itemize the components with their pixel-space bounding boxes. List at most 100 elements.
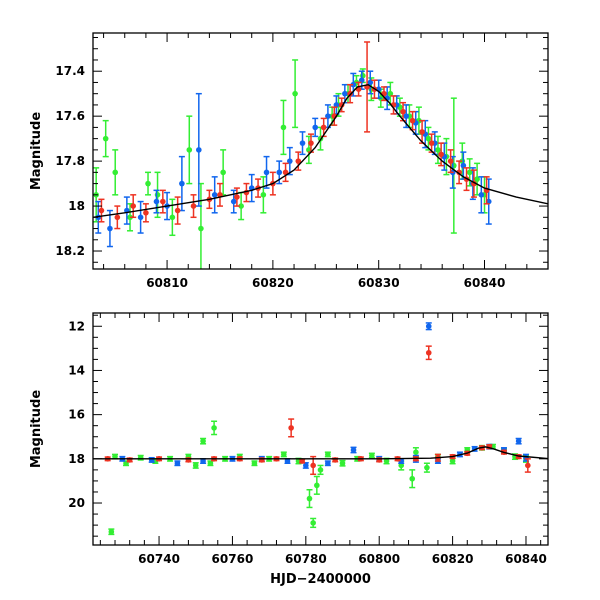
data-point — [325, 460, 331, 467]
data-point — [160, 198, 166, 205]
data-point — [207, 460, 214, 467]
data-point — [358, 77, 365, 83]
data-point — [314, 482, 320, 489]
data-point — [251, 460, 258, 467]
data-point — [288, 425, 294, 431]
data-point — [196, 147, 202, 153]
y-tick-label: 18 — [68, 452, 85, 466]
data-point — [98, 207, 105, 214]
model-curve — [93, 83, 548, 218]
data-point — [185, 457, 192, 463]
plot-frame — [92, 312, 549, 546]
x-tick-label: 60820 — [252, 276, 294, 290]
data-point — [260, 192, 267, 198]
data-point — [126, 457, 133, 463]
data-point — [198, 225, 204, 232]
y-tick-label: 20 — [68, 496, 85, 510]
data-point — [284, 458, 291, 464]
data-point — [276, 169, 283, 176]
data-point — [153, 198, 160, 205]
data-point — [281, 451, 287, 458]
y-tick-label: 12 — [68, 319, 85, 333]
data-point — [409, 475, 416, 482]
data-point — [299, 458, 305, 464]
y-axis-label: Magnitude — [29, 112, 44, 191]
data-point — [474, 176, 480, 182]
data-point — [258, 457, 265, 463]
data-point — [190, 203, 197, 209]
x-tick-label: 60840 — [464, 276, 506, 290]
panel-bottom: 60740 60760 60780 60800 60820 60840 12 14 16 18 20… — [29, 312, 549, 587]
data-point — [303, 462, 309, 469]
data-point — [400, 108, 406, 115]
data-point — [263, 169, 270, 176]
data-point — [325, 113, 331, 119]
y-tick-label: 17.4 — [55, 64, 85, 78]
data-point — [220, 169, 226, 176]
x-tick-label: 60810 — [146, 276, 188, 290]
x-tick-label: 60740 — [138, 552, 180, 566]
data-point — [282, 169, 289, 176]
x-tick-label: 60820 — [432, 552, 474, 566]
y-tick-label: 14 — [68, 363, 85, 377]
data-point — [287, 158, 293, 164]
x-tick-label: 60840 — [505, 552, 547, 566]
data-point — [174, 460, 181, 467]
data-point — [280, 124, 287, 131]
data-point — [425, 323, 432, 330]
data-point — [143, 210, 149, 216]
data-point — [449, 458, 456, 464]
data-point — [234, 194, 240, 200]
data-point — [320, 124, 327, 131]
series-blue — [95, 70, 492, 248]
series-red — [104, 345, 531, 476]
data-point — [114, 214, 121, 221]
data-point — [419, 129, 425, 135]
data-point — [200, 458, 206, 464]
data-point — [367, 79, 374, 86]
data-point — [383, 458, 390, 464]
data-point — [428, 140, 435, 146]
data-point — [403, 113, 410, 119]
y-tick-label: 16 — [68, 408, 85, 422]
data-point — [424, 464, 430, 471]
data-point — [130, 203, 137, 209]
data-point — [238, 203, 244, 209]
data-point — [438, 151, 444, 158]
data-point — [200, 438, 206, 444]
series-green — [108, 420, 529, 536]
data-point — [435, 147, 441, 153]
data-point — [515, 438, 522, 444]
y-axis-label: Magnitude — [29, 390, 44, 469]
data-point — [310, 520, 316, 526]
data-point — [456, 169, 462, 176]
x-tick-label: 60800 — [358, 552, 400, 566]
y-tick-label: 17.8 — [55, 154, 85, 168]
data-point — [230, 198, 237, 205]
data-point — [211, 192, 218, 198]
data-point — [425, 135, 432, 142]
data-point — [137, 214, 144, 221]
data-point — [112, 169, 119, 176]
data-point — [148, 457, 155, 463]
data-point — [332, 457, 338, 463]
series-blue — [119, 322, 529, 469]
data-point — [137, 454, 144, 461]
x-axis-label: HJD−2400000 — [270, 572, 371, 587]
data-point — [102, 135, 109, 142]
data-point — [145, 180, 151, 187]
data-point — [179, 180, 185, 187]
data-point — [306, 495, 313, 502]
panel-top: 60810 60820 60830 60840 17.4 17.6 17.8 18 18.2 Ma… — [29, 32, 549, 290]
x-tick-label: 60830 — [358, 276, 400, 290]
plot-frame — [92, 32, 549, 270]
data-point — [525, 462, 531, 469]
data-point — [108, 528, 115, 535]
data-point — [299, 140, 306, 146]
data-point — [342, 90, 348, 97]
data-point — [186, 147, 193, 153]
data-point — [466, 169, 473, 176]
data-point — [295, 158, 302, 164]
data-point — [292, 90, 298, 97]
